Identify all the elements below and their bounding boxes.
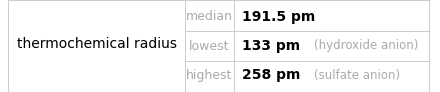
Text: lowest: lowest [189, 39, 230, 53]
Text: (sulfate anion): (sulfate anion) [314, 69, 400, 82]
Text: 133 pm: 133 pm [242, 39, 300, 53]
Text: 191.5 pm: 191.5 pm [242, 10, 315, 24]
Text: median: median [186, 10, 233, 23]
Text: (hydroxide anion): (hydroxide anion) [314, 39, 418, 53]
Text: thermochemical radius: thermochemical radius [17, 37, 177, 51]
Text: 258 pm: 258 pm [242, 68, 301, 82]
Text: highest: highest [186, 69, 233, 82]
